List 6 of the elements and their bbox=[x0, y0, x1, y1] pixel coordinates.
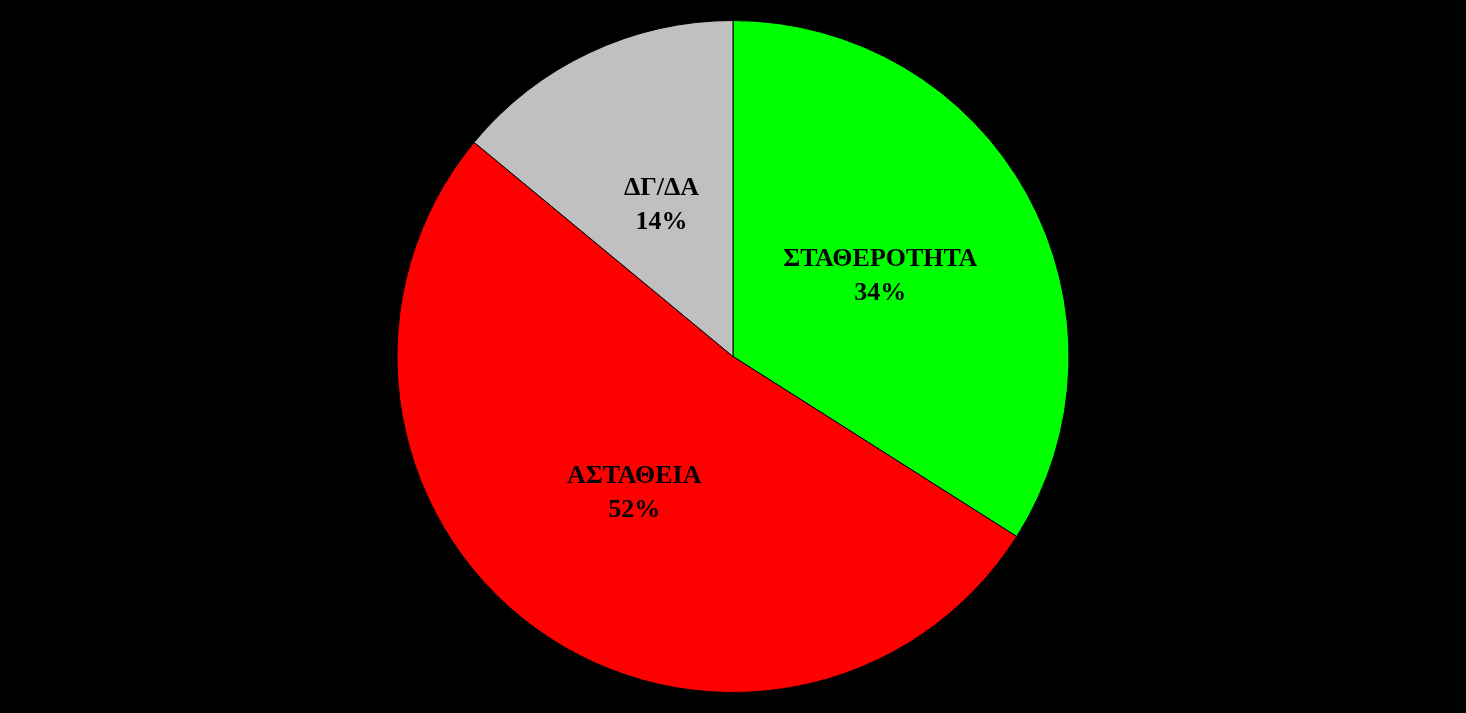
data-label: 14% bbox=[635, 206, 688, 236]
slice-label: ΔΓ/ΔΑ bbox=[623, 172, 700, 202]
data-label: 52% bbox=[608, 494, 661, 524]
data-label: 34% bbox=[854, 277, 907, 307]
slice-label: ΑΣΤΑΘΕΙΑ bbox=[567, 460, 702, 490]
slice-label: ΣΤΑΘΕΡΟΤΗΤΑ bbox=[783, 243, 978, 273]
